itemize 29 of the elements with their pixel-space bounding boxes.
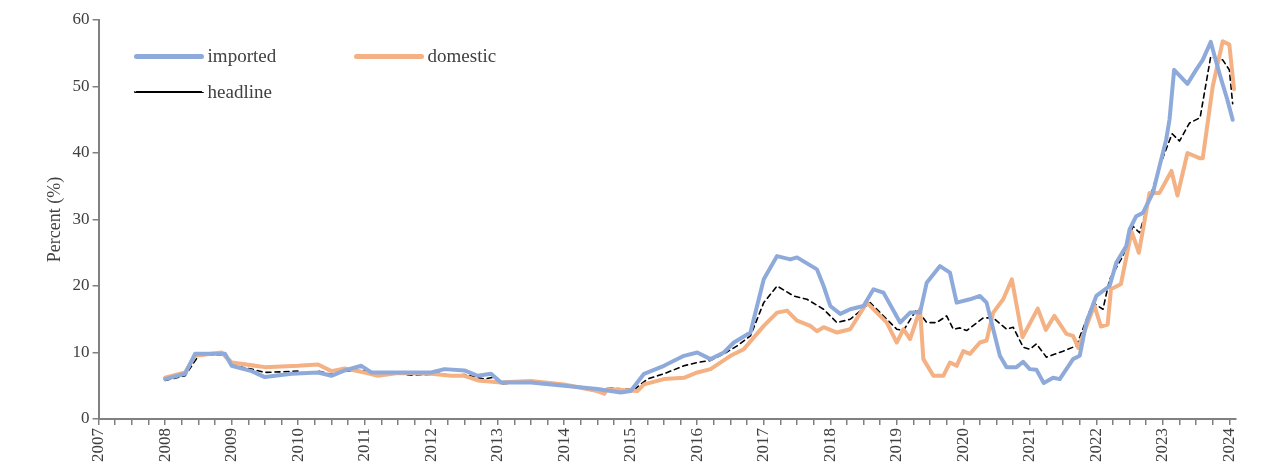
x-tick-label: 2017: [753, 427, 773, 462]
x-tick-label: 2020: [952, 428, 972, 462]
y-tick-label: 40: [72, 142, 90, 162]
x-tick-label: 2009: [221, 428, 241, 462]
x-tick-label: 2016: [686, 428, 706, 462]
x-tick-label: 2007: [88, 427, 108, 462]
y-tick-label: 20: [72, 275, 90, 295]
x-tick-label: 2022: [1085, 428, 1105, 462]
legend-label: imported: [207, 45, 277, 67]
y-tick-label: 30: [72, 208, 90, 228]
x-tick-label: 2013: [487, 428, 507, 462]
legend-label: domestic: [427, 45, 497, 67]
x-tick-label: 2014: [553, 427, 573, 462]
x-tick-label: 2024: [1218, 427, 1238, 462]
x-tick-label: 2008: [154, 428, 174, 462]
x-tick-label: 2015: [620, 428, 640, 462]
y-tick-label: 0: [81, 408, 90, 428]
y-tick-label: 60: [72, 9, 90, 29]
x-tick-label: 2019: [886, 428, 906, 462]
x-tick-label: 2021: [1019, 428, 1039, 462]
x-tick-label: 2018: [819, 428, 839, 462]
x-tick-label: 2012: [420, 428, 440, 462]
y-tick-label: 50: [72, 75, 90, 95]
y-axis-title: Percent (%): [43, 176, 65, 263]
y-tick-label: 10: [72, 341, 90, 361]
x-tick-label: 2023: [1152, 428, 1172, 462]
x-tick-label: 2011: [354, 428, 374, 462]
legend-label: headline: [207, 81, 272, 103]
x-tick-label: 2010: [287, 428, 307, 462]
